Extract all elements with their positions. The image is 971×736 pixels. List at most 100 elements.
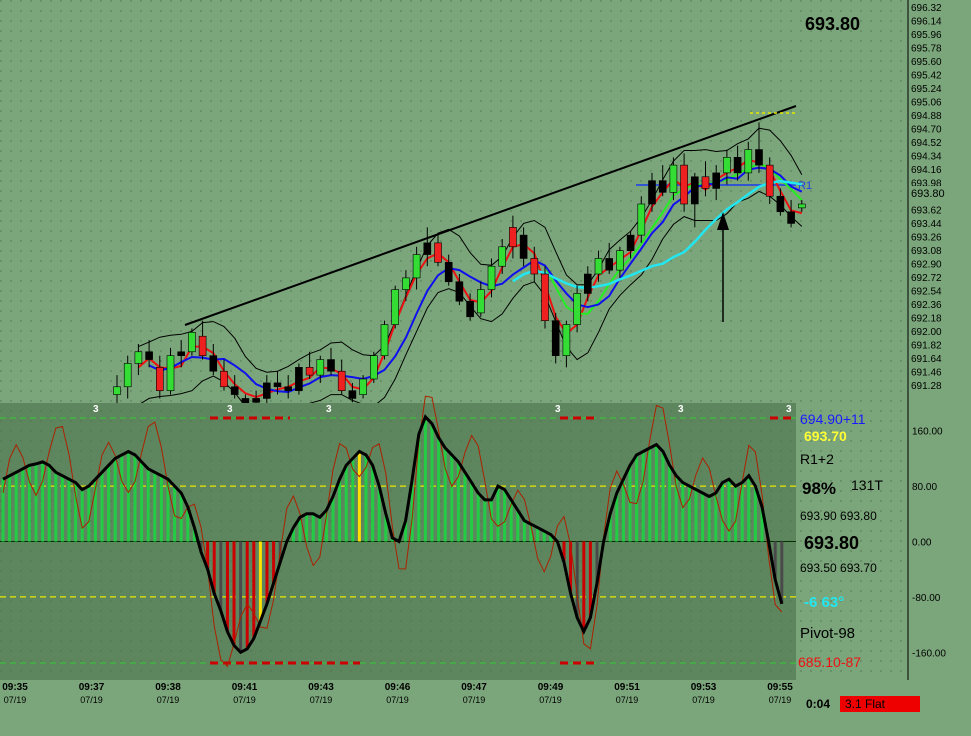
osc-bar [8, 475, 12, 542]
price-tick-label: 694.34 [911, 152, 942, 163]
osc-bar [740, 482, 744, 542]
candle-body [541, 273, 549, 321]
osc-bar [318, 517, 322, 542]
osc-bar [648, 448, 652, 542]
candle-body [594, 258, 603, 275]
candle-body [605, 258, 614, 271]
osc-bar [582, 541, 586, 632]
candle-body [134, 351, 143, 364]
osc-bar [47, 465, 51, 542]
price-tick-label: 692.72 [911, 273, 942, 284]
candle-body [359, 378, 367, 395]
osc-bar [159, 475, 163, 542]
osc-bar [701, 493, 705, 542]
osc-bar [562, 541, 566, 563]
osc-bar [516, 510, 520, 542]
candle-body [583, 273, 592, 294]
time-tick-label: 09:51 [614, 682, 640, 693]
osc-bar [404, 520, 408, 542]
osc-bar [509, 499, 513, 542]
osc-bar [206, 541, 210, 570]
candle-body [434, 242, 442, 263]
osc-bar [390, 538, 394, 542]
osc-bar [232, 541, 236, 646]
osc-bar [219, 541, 223, 611]
osc-bar [212, 541, 216, 594]
candle-body [669, 164, 678, 193]
info-ticks: 131T [851, 477, 883, 493]
candle-body [466, 300, 474, 318]
info-line-5: 693.90 693.80 [800, 509, 877, 523]
osc-bar [357, 451, 361, 542]
candle-body [690, 176, 699, 205]
date-tick-label: 07/19 [692, 695, 715, 705]
current-price-box [909, 186, 971, 200]
osc-bar [225, 541, 229, 632]
price-tick-label: 694.52 [911, 138, 942, 149]
signal-arrow-head [717, 212, 729, 230]
osc-bar [252, 541, 256, 639]
osc-bar [166, 479, 170, 542]
osc-bar [344, 465, 348, 542]
candle-body [145, 351, 153, 360]
price-tick-label: 695.96 [911, 30, 942, 41]
osc-bar [54, 472, 58, 542]
time-tick-label: 09:47 [461, 682, 487, 693]
osc-bar [615, 493, 619, 542]
osc-bar [311, 513, 315, 542]
count-marker: 3 [678, 404, 684, 415]
osc-bar [34, 463, 38, 542]
candle-body [284, 386, 293, 391]
price-tick-label: 691.64 [911, 354, 942, 365]
osc-bar [437, 437, 441, 542]
date-tick-label: 07/19 [4, 695, 27, 705]
info-low: 685.10-87 [798, 654, 861, 670]
price-tick-label: 695.24 [911, 84, 942, 95]
osc-bar [727, 479, 731, 542]
candle-body [765, 164, 774, 197]
price-tick-label: 694.88 [911, 111, 942, 122]
osc-signal-line [2, 395, 783, 668]
osc-bar [780, 541, 784, 604]
osc-bar [60, 475, 64, 542]
candle-body [337, 370, 346, 391]
date-tick-label: 07/19 [310, 695, 333, 705]
date-tick-label: 07/19 [463, 695, 486, 705]
osc-bar [687, 486, 691, 542]
axes: 696.32 696.14 695.96 695.78 695.60 695.42 695.… [2, 3, 971, 705]
osc-bar [239, 541, 243, 653]
candle-body [776, 195, 785, 213]
price-tick-label: 694.16 [911, 165, 942, 176]
info-big-price: 693.80 [804, 533, 859, 553]
osc-bar [377, 486, 381, 542]
osc-bar [635, 454, 639, 542]
candle-body [316, 359, 325, 376]
time-tick-label: 09:35 [2, 682, 28, 693]
time-tick-label: 09:37 [79, 682, 105, 693]
candle-body [209, 355, 218, 372]
osc-bar [27, 465, 31, 542]
osc-bar [569, 541, 573, 594]
osc-bar [338, 479, 342, 542]
osc-bar [503, 489, 507, 542]
date-tick-label: 07/19 [80, 695, 103, 705]
candle-body [220, 370, 228, 388]
osc-bar [192, 527, 196, 542]
candle-body [166, 355, 175, 391]
candle-body [156, 367, 164, 391]
date-tick-label: 07/19 [769, 695, 792, 705]
osc-bar [410, 479, 414, 542]
osc-bar [291, 527, 295, 542]
osc-bar [496, 486, 500, 542]
price-tick-label: 695.42 [911, 71, 942, 82]
candle-body [348, 390, 357, 399]
candle-body [423, 242, 432, 255]
candle-body [295, 367, 303, 391]
price-tick-label: 696.32 [911, 3, 942, 14]
candle-body [797, 203, 806, 209]
info-angle: -6 63° [804, 594, 844, 611]
info-pivot: Pivot-98 [800, 625, 855, 642]
price-tick-label: 693.98 [911, 179, 942, 190]
candle-body [230, 386, 239, 395]
candle-body [487, 265, 496, 290]
